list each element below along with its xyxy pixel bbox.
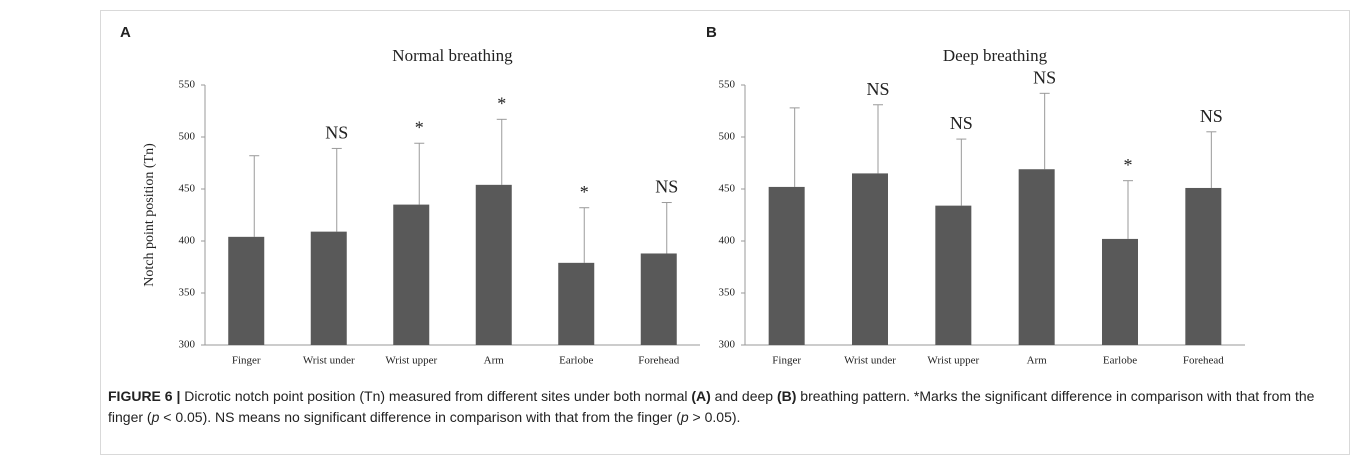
- bar: [1018, 169, 1055, 345]
- significance-label: NS: [1200, 106, 1223, 126]
- x-tick-label: Wrist under: [303, 355, 355, 367]
- y-tick-label: 400: [719, 235, 736, 247]
- x-tick-label: Arm: [1027, 355, 1048, 367]
- bar: [310, 231, 347, 345]
- y-tick-label: 450: [179, 183, 196, 195]
- significance-label: NS: [866, 79, 889, 99]
- panel-label: B: [706, 24, 717, 41]
- y-tick-label: 300: [179, 339, 196, 351]
- caption-text: > 0.05).: [688, 409, 741, 425]
- x-tick-label: Wrist under: [844, 355, 896, 367]
- bar: [768, 186, 805, 345]
- x-tick-label: Arm: [484, 355, 505, 367]
- caption: FIGURE 6 | Dicrotic notch point position…: [108, 386, 1344, 428]
- x-tick-label: Wrist upper: [385, 355, 437, 367]
- caption-text: (A): [691, 388, 711, 404]
- significance-label: *: [580, 182, 589, 202]
- x-tick-label: Finger: [772, 355, 801, 367]
- y-tick-label: 500: [179, 131, 196, 143]
- significance-label: *: [497, 93, 506, 113]
- significance-label: *: [415, 117, 424, 137]
- significance-label: NS: [325, 123, 348, 143]
- y-tick-label: 450: [719, 183, 736, 195]
- x-tick-label: Earlobe: [1103, 355, 1137, 367]
- significance-label: *: [1124, 155, 1133, 175]
- significance-label: NS: [1033, 67, 1056, 87]
- y-tick-label: 550: [179, 79, 196, 91]
- caption-text: breathing pattern. *Marks the significan…: [108, 388, 1315, 425]
- y-tick-label: 400: [179, 235, 196, 247]
- chart-title: Normal breathing: [392, 46, 513, 65]
- significance-label: NS: [950, 113, 973, 133]
- bar: [228, 236, 265, 345]
- y-tick-label: 350: [179, 287, 196, 299]
- significance-label: NS: [655, 177, 678, 197]
- x-tick-label: Earlobe: [559, 355, 593, 367]
- x-tick-label: Finger: [232, 355, 261, 367]
- y-tick-label: 550: [719, 79, 736, 91]
- bar: [558, 262, 595, 345]
- bar: [852, 173, 888, 345]
- caption-text: p: [151, 409, 160, 425]
- caption-label: FIGURE 6 |: [108, 388, 181, 404]
- caption-text: and deep: [710, 388, 777, 404]
- panel-label: A: [120, 24, 131, 41]
- x-tick-label: Forehead: [1183, 355, 1224, 367]
- y-tick-label: 350: [719, 287, 736, 299]
- x-tick-label: Forehead: [638, 355, 679, 367]
- caption-text: < 0.05). NS means no significant differe…: [159, 409, 681, 425]
- x-tick-label: Wrist upper: [927, 355, 979, 367]
- bar: [1185, 187, 1222, 345]
- bar: [393, 204, 430, 345]
- chart-title: Deep breathing: [943, 46, 1048, 65]
- bar: [935, 205, 972, 345]
- y-tick-label: 500: [719, 131, 736, 143]
- caption-text: p: [680, 409, 689, 425]
- caption-text: (B): [776, 388, 797, 404]
- bar: [1102, 238, 1138, 345]
- y-tick-label: 300: [719, 339, 736, 351]
- caption-text: Dicrotic notch point position (Tn) measu…: [180, 388, 692, 404]
- bar: [475, 184, 512, 345]
- bar: [640, 253, 677, 345]
- figure-border: [100, 10, 1350, 455]
- y-axis-label: Notch point position (Tn): [142, 143, 157, 287]
